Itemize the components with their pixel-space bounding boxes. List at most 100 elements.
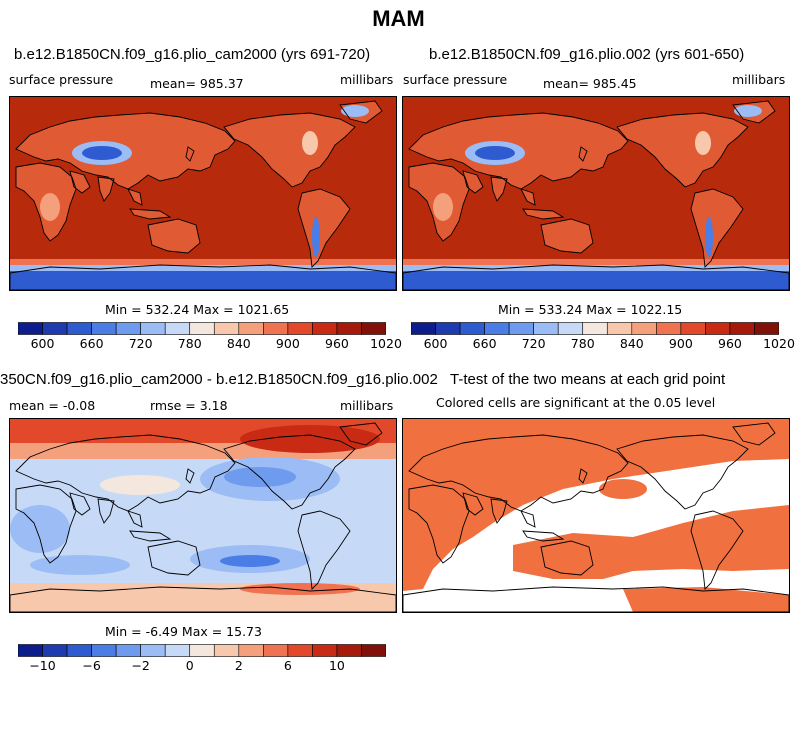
coastline-africa [408,484,470,564]
colorbar-swatch [606,322,633,335]
colorbar-ticks: 600 660 720 780 840 900 960 1020 [18,336,402,352]
andes-low [312,217,320,257]
coastline-australia [540,540,594,576]
colorbar-swatch [91,644,117,657]
coastline-india [490,176,508,202]
ttest-map [403,419,789,612]
colorbar-tick-label: 2 [234,658,243,673]
coastline-namerica [223,112,356,188]
panel-units-label: millibars [732,72,786,87]
panel-title-top-left: b.e12.B1850CN.f09_g16.plio_cam2000 (yrs … [14,46,371,63]
colorbar-swatch [754,322,779,335]
colorbar-swatch [557,322,584,335]
greenland-low [734,105,762,117]
colorbar-swatch [361,322,386,335]
colorbar-tick-label: 720 [521,336,546,351]
map-panel-top-left [9,96,397,291]
coastline-antarctica [403,586,789,612]
rockies-low [302,131,318,155]
colorbar-tick-label: 0 [185,658,194,673]
coastline-eurasia [408,112,629,190]
map-panel-bottom-left [9,418,397,613]
coastline-africa [15,484,77,564]
coastline-antarctica [10,586,396,612]
coastline-eurasia [15,112,236,190]
colorbar-swatch [631,322,657,335]
southern-peak [240,583,360,595]
colorbar-swatch [238,322,264,335]
colorbar-swatch [729,322,755,335]
coastline-indonesia [129,208,172,220]
africa-plateau [40,193,60,221]
colorbar-swatch [164,644,191,657]
sindian-low [30,555,130,575]
rockies-low [695,131,711,155]
colorbar-tick-label: 780 [570,336,595,351]
colorbar-top-left [18,322,386,335]
colorbar-swatch [287,322,313,335]
colorbar-swatch [312,644,338,657]
coastline-india [97,176,115,202]
coastline-africa [408,162,470,242]
colorbar-top-right [411,322,779,335]
difference-map [10,419,396,612]
panel-title-bottom-left: 350CN.f09_g16.plio_cam2000 - b.e12.B1850… [0,371,438,388]
coastline-japan [185,146,195,162]
southern-band-1 [403,259,789,267]
colorbar-swatch [484,322,510,335]
colorbar-tick-label: 660 [79,336,104,351]
coastline-namerica [223,434,356,510]
land-pressure-australia [148,219,200,253]
panel-subtitle: Colored cells are significant at the 0.0… [436,395,716,410]
panel-units-label: millibars [340,72,394,87]
map-panel-bottom-right [402,418,790,613]
coastline-india [490,498,508,524]
colorbar-tick-label: 600 [423,336,448,351]
colorbar-swatch [66,644,92,657]
colorbar-swatch [263,322,289,335]
colorbar-swatch [287,644,313,657]
colorbar-swatch [459,322,485,335]
southern-band-1 [10,259,396,267]
panel-units-label: millibars [340,398,394,413]
spacific-core [220,555,280,567]
colorbar-swatch [42,644,68,657]
colorbar-tick-label: 900 [275,336,300,351]
coastline-samerica [690,510,744,590]
colorbar-ticks: −10 −6 −2 0 2 6 10 [18,658,386,674]
coastline-samerica [297,510,351,590]
colorbar-swatch [705,322,731,335]
significant-region-polar [623,587,789,612]
panel-variable-label: surface pressure [9,72,114,87]
panel-mean-label: mean= 985.45 [543,76,637,91]
coastline-seasia [127,188,143,206]
colorbar-tick-label: 780 [177,336,202,351]
land-pressure-seasia [128,189,142,205]
coastline-eurasia [15,434,236,512]
colorbar-ticks: 600 660 720 780 840 900 960 1020 [411,336,795,352]
land-pressure-japan [186,147,194,161]
colorbar-swatch [336,322,362,335]
colorbar-swatch [411,322,436,335]
colorbar-swatch [656,322,682,335]
antarctica-low [403,271,789,290]
land-pressure-namerica [224,113,355,187]
page-title: MAM [372,6,425,31]
pressure-map [10,97,396,290]
colorbar-swatch [336,644,362,657]
asia-neutral [100,475,180,495]
panel-mean-label: mean= 985.37 [150,76,244,91]
panel-title-bottom-right: T-test of the two means at each grid poi… [450,371,726,388]
land-pressure-japan [579,147,587,161]
coastline-indonesia [522,208,565,220]
coastline-australia [147,540,201,576]
colorbar-tick-label: 1020 [763,336,795,351]
colorbar-tick-label: 900 [668,336,693,351]
land-pressure-australia [541,219,593,253]
minmax-label: Min = 532.24 Max = 1021.65 [105,302,290,317]
colorbar-swatch [238,644,264,657]
significant-region-south [513,505,789,579]
colorbar-swatch [533,322,559,335]
southern-band-2 [403,265,789,271]
andes-low [705,217,713,257]
